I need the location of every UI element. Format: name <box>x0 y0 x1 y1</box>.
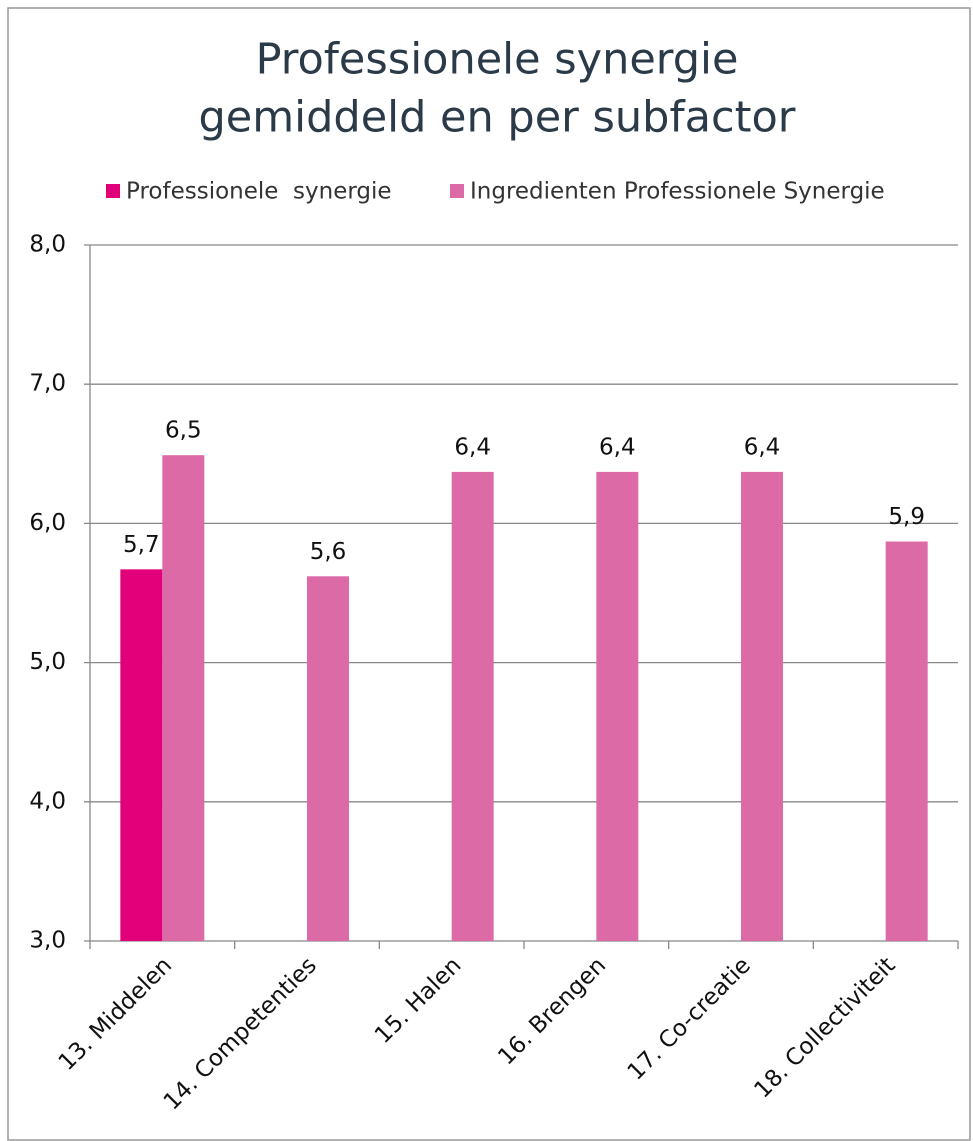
value-label: 5,7 <box>123 532 160 558</box>
value-label: 5,6 <box>310 539 347 565</box>
x-tick-label: 13. Middelen <box>54 952 177 1075</box>
value-label: 6,4 <box>599 434 636 460</box>
y-tick-label: 3,0 <box>29 928 66 954</box>
value-label: 6,4 <box>744 434 781 460</box>
legend-label: Ingredienten Professionele Synergie <box>470 179 885 205</box>
x-tick-label: 17. Co-creatie <box>623 952 756 1085</box>
bar <box>451 471 494 941</box>
x-tick-label: 15. Halen <box>370 952 466 1048</box>
chart-title: gemiddeld en per subfactor <box>199 93 796 143</box>
value-label: 6,5 <box>165 418 202 444</box>
y-tick-label: 7,0 <box>29 371 66 397</box>
x-tick-label: 16. Brengen <box>493 952 611 1070</box>
legend-swatch <box>106 184 120 198</box>
value-label: 6,4 <box>454 434 491 460</box>
x-tick-label: 14. Competenties <box>159 952 322 1115</box>
legend-swatch <box>450 184 464 198</box>
y-tick-label: 8,0 <box>29 232 66 258</box>
bar <box>120 569 163 941</box>
bar <box>307 576 349 941</box>
value-label: 5,9 <box>888 504 925 530</box>
y-tick-label: 6,0 <box>29 510 66 536</box>
x-tick-label: 18. Collectiviteit <box>749 952 900 1103</box>
bar <box>741 471 783 941</box>
chart-title: Professionele synergie <box>256 35 739 85</box>
legend-label: Professionele synergie <box>126 179 392 205</box>
bar <box>162 455 205 941</box>
bar <box>885 541 928 941</box>
y-tick-label: 4,0 <box>29 788 66 814</box>
y-tick-label: 5,0 <box>29 649 66 675</box>
frame <box>7 7 971 1141</box>
bar <box>596 471 639 941</box>
